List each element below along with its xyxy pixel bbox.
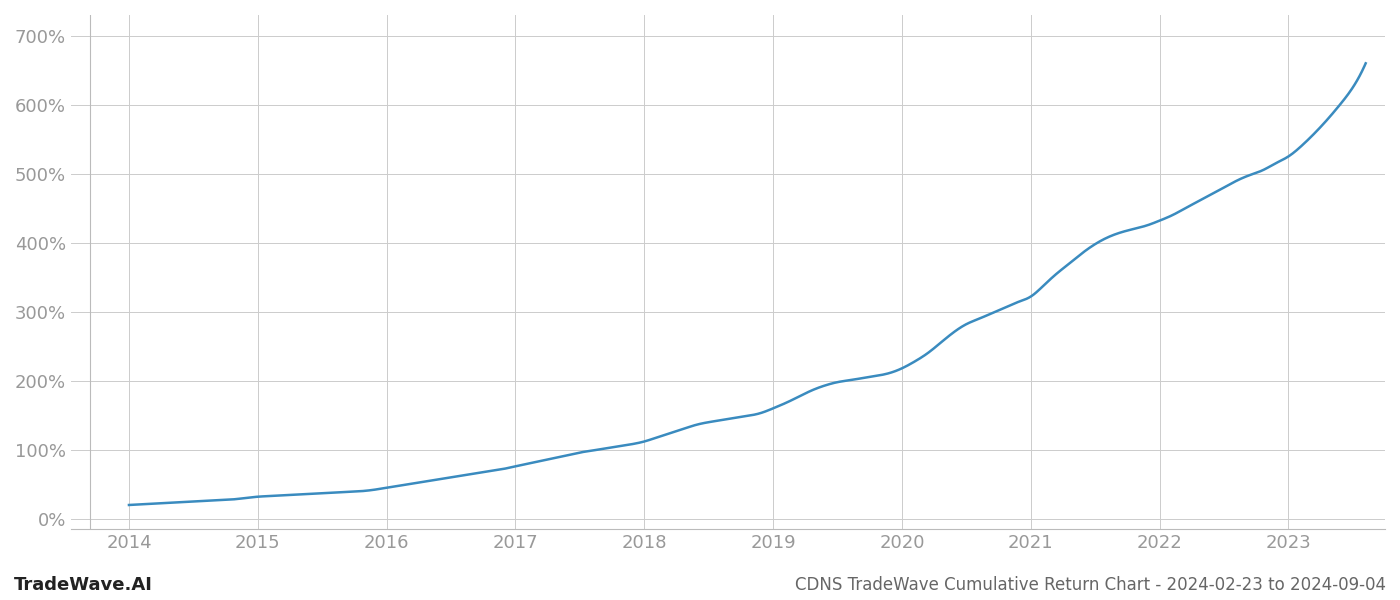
Text: TradeWave.AI: TradeWave.AI [14, 576, 153, 594]
Text: CDNS TradeWave Cumulative Return Chart - 2024-02-23 to 2024-09-04: CDNS TradeWave Cumulative Return Chart -… [795, 576, 1386, 594]
